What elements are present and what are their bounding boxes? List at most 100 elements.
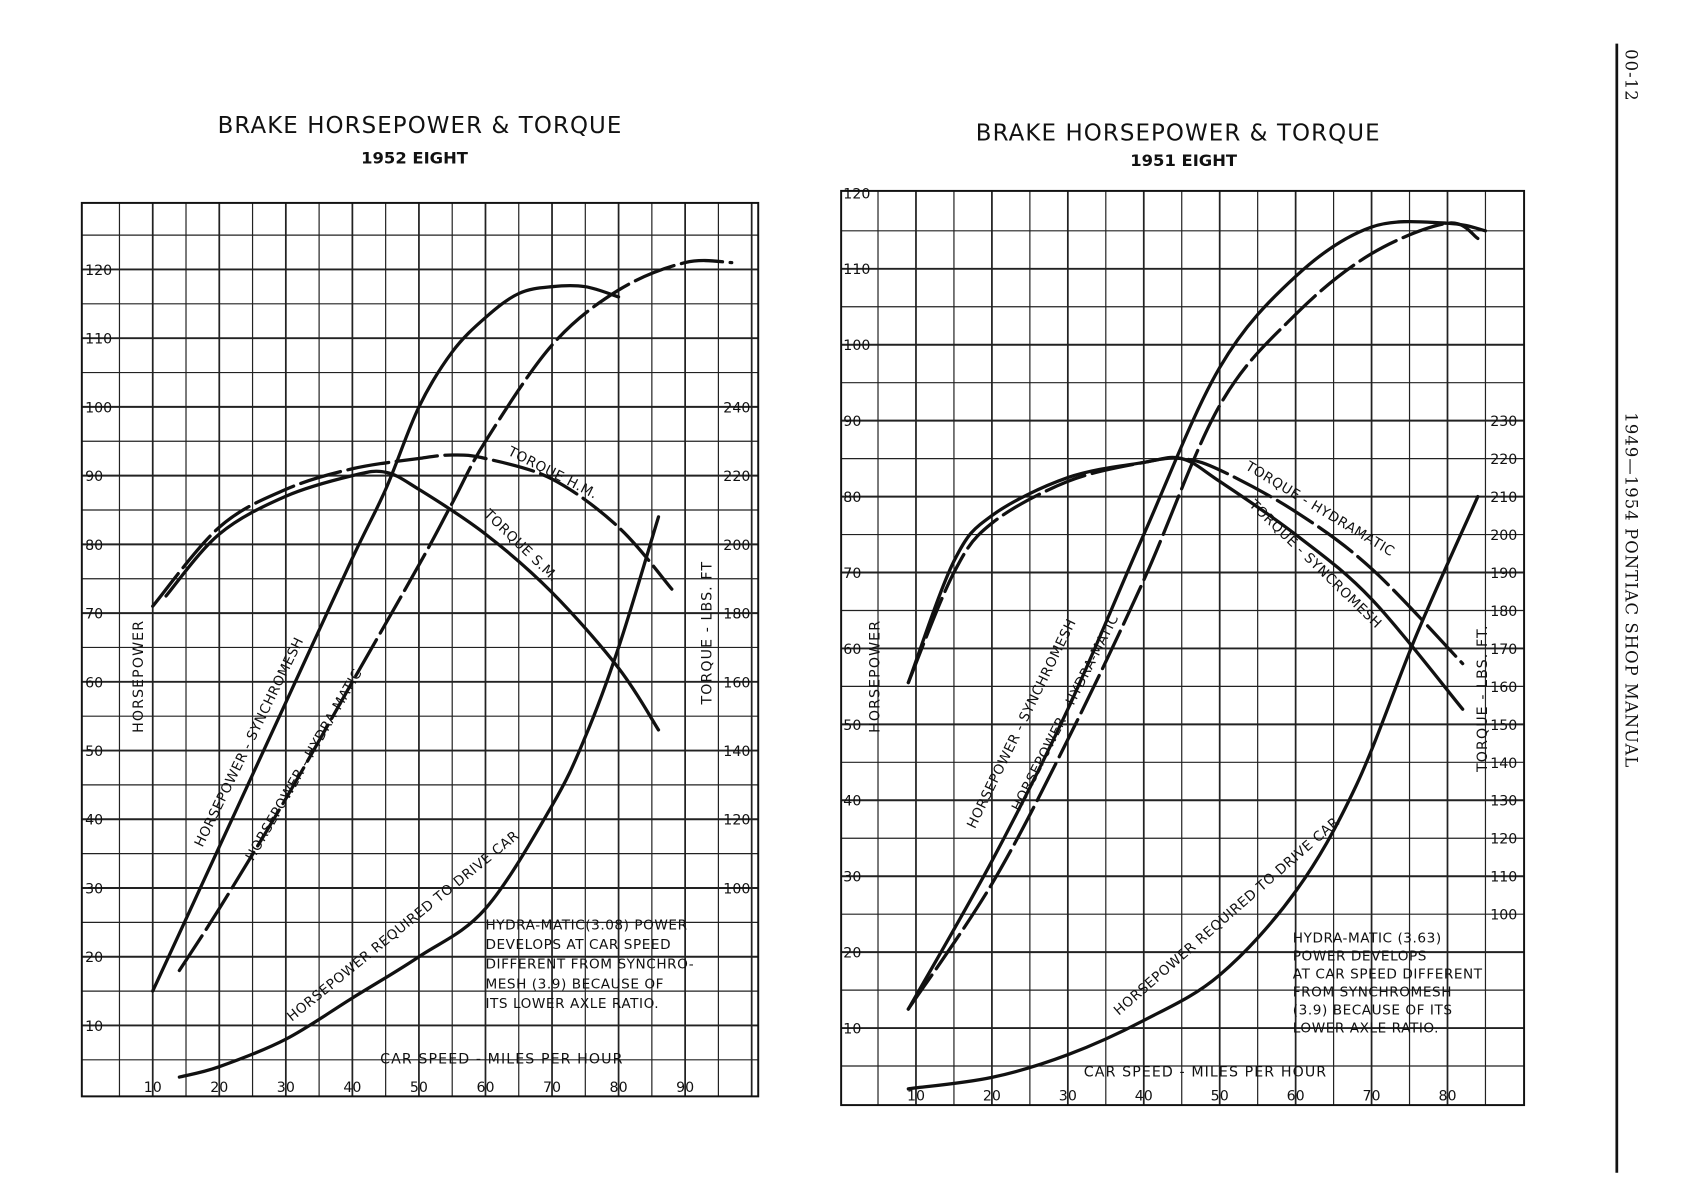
chart-subtitle: 1951 EIGHT bbox=[1130, 151, 1238, 170]
y-tick-label: 10 bbox=[85, 1019, 103, 1035]
x-tick-label: 20 bbox=[983, 1089, 1001, 1105]
series-line-horsepower-hydra-matic bbox=[177, 258, 734, 973]
y-tick-label: 120 bbox=[85, 263, 112, 279]
y-tick-label: 60 bbox=[843, 642, 861, 658]
annotation-line: FROM SYNCHROMESH bbox=[1293, 985, 1452, 1001]
annotation-line: AT CAR SPEED DIFFERENT bbox=[1293, 967, 1483, 983]
y-tick-label: 20 bbox=[843, 946, 861, 962]
annotation-line: HYDRA-MATIC (3.63) bbox=[1293, 931, 1442, 947]
annotation-line: DIFFERENT FROM SYNCHRO- bbox=[485, 957, 694, 973]
page-number: 00-12 bbox=[1622, 49, 1641, 102]
tick-labels: 10 20 30 40 50 60 70 80 10 20 30 40 50 60 70 80 90 100 110… bbox=[843, 186, 1517, 1104]
running-title: 1949—1954 PONTIAC SHOP MANUAL bbox=[1622, 412, 1641, 768]
annotation-line: MESH (3.9) BECAUSE OF bbox=[485, 976, 664, 992]
series-line-horsepower-synchromesh bbox=[906, 219, 1488, 1011]
curves bbox=[906, 219, 1488, 1091]
y2-tick-label: 140 bbox=[723, 744, 750, 760]
y2-tick-label: 170 bbox=[1490, 642, 1517, 658]
plot-frame bbox=[80, 201, 760, 1098]
y2-axis-label: TORQUE - LBS. FT bbox=[699, 561, 715, 706]
y-tick-label: 30 bbox=[85, 881, 103, 897]
annotation-line: LOWER AXLE RATIO. bbox=[1293, 1021, 1439, 1037]
y2-tick-label: 190 bbox=[1490, 566, 1517, 582]
annotation-line: POWER DEVELOPS bbox=[1293, 949, 1427, 965]
annotation-line: ITS LOWER AXLE RATIO. bbox=[485, 996, 659, 1012]
y2-tick-label: 150 bbox=[1490, 718, 1517, 734]
x-tick-label: 80 bbox=[1438, 1089, 1456, 1105]
y-tick-label: 110 bbox=[843, 262, 870, 278]
curve-label-torque-syncromesh: TORQUE - SYNCROMESH bbox=[1245, 496, 1385, 632]
y2-tick-label: 180 bbox=[1490, 604, 1517, 620]
y-tick-label: 50 bbox=[85, 744, 103, 760]
plot-frame bbox=[840, 189, 1526, 1107]
y-tick-label: 90 bbox=[85, 469, 103, 485]
annotation-line: DEVELOPS AT CAR SPEED bbox=[485, 937, 671, 953]
y2-tick-label: 230 bbox=[1490, 414, 1517, 430]
y-tick-label: 10 bbox=[843, 1022, 861, 1038]
y-tick-label: 20 bbox=[85, 950, 103, 966]
y-tick-label: 60 bbox=[85, 675, 103, 691]
series-line-horsepower-required-to-drive-car bbox=[177, 515, 661, 1079]
y2-tick-label: 220 bbox=[1490, 452, 1517, 468]
y-tick-label: 70 bbox=[843, 566, 861, 582]
x-tick-label: 60 bbox=[1287, 1089, 1305, 1105]
chart-1951-eight: BRAKE HORSEPOWER & TORQUE 1951 EIGHT 10 2… bbox=[840, 121, 1526, 1107]
tick-labels: 10 20 30 40 50 60 70 80 90 10 20 30 40 50 60 70 80 90 100 1… bbox=[85, 263, 750, 1096]
x-tick-label: 90 bbox=[676, 1080, 694, 1096]
y2-tick-label: 100 bbox=[723, 881, 750, 897]
x-tick-label: 50 bbox=[410, 1080, 428, 1096]
y-tick-label: 50 bbox=[843, 718, 861, 734]
annotation-line: (3.9) BECAUSE OF ITS bbox=[1293, 1003, 1453, 1019]
annotation: HYDRA-MATIC(3.08) POWER DEVELOPS AT CAR S… bbox=[485, 917, 694, 1012]
y2-axis-label: TORQUE - LBS. FT. bbox=[1475, 624, 1491, 773]
x-tick-label: 40 bbox=[1135, 1089, 1153, 1105]
series-line-horsepower-hydra-matic bbox=[906, 221, 1480, 1011]
y-tick-label: 100 bbox=[85, 400, 112, 416]
y2-tick-label: 140 bbox=[1490, 756, 1517, 772]
x-tick-label: 70 bbox=[543, 1080, 561, 1096]
x-tick-label: 60 bbox=[476, 1080, 494, 1096]
y2-tick-label: 160 bbox=[1490, 680, 1517, 696]
annotation-line: HYDRA-MATIC(3.08) POWER bbox=[485, 917, 687, 933]
curve-label-hp-synchromesh: HORSEPOWER - SYNCHROMESH bbox=[192, 635, 308, 850]
y2-tick-label: 120 bbox=[1490, 832, 1517, 848]
x-tick-label: 10 bbox=[144, 1080, 162, 1096]
chart-subtitle: 1952 EIGHT bbox=[361, 149, 469, 168]
chart-title: BRAKE HORSEPOWER & TORQUE bbox=[218, 113, 623, 139]
x-tick-label: 20 bbox=[210, 1080, 228, 1096]
chart-1952-eight: BRAKE HORSEPOWER & TORQUE 1952 EIGHT 10 2… bbox=[80, 113, 760, 1098]
chart-title: BRAKE HORSEPOWER & TORQUE bbox=[976, 121, 1381, 147]
y2-tick-label: 180 bbox=[723, 607, 750, 623]
x-axis-label: CAR SPEED - MILES PER HOUR bbox=[1084, 1065, 1327, 1081]
y2-tick-label: 200 bbox=[723, 538, 750, 554]
y2-tick-label: 220 bbox=[723, 469, 750, 485]
y-tick-label: 30 bbox=[843, 870, 861, 886]
x-tick-label: 70 bbox=[1363, 1089, 1381, 1105]
y-tick-label: 80 bbox=[85, 538, 103, 554]
x-tick-label: 30 bbox=[1059, 1089, 1077, 1105]
annotation: HYDRA-MATIC (3.63) POWER DEVELOPS AT CAR S… bbox=[1293, 931, 1483, 1037]
series-line-torque-s-m bbox=[164, 469, 661, 732]
curve-label-hp-hydramatic: HORSEPOWER - HYDRA-MATIC bbox=[243, 666, 366, 863]
x-tick-label: 40 bbox=[343, 1080, 361, 1096]
series-line-horsepower-synchromesh bbox=[151, 283, 621, 993]
x-tick-label: 30 bbox=[277, 1080, 295, 1096]
curve-label-torque-sm: TORQUE S.M. bbox=[480, 506, 562, 586]
y-tick-label: 90 bbox=[843, 414, 861, 430]
y2-tick-label: 110 bbox=[1490, 870, 1517, 886]
y2-tick-label: 160 bbox=[723, 675, 750, 691]
x-tick-label: 50 bbox=[1211, 1089, 1229, 1105]
y2-tick-label: 240 bbox=[723, 400, 750, 416]
y2-tick-label: 120 bbox=[723, 813, 750, 829]
y2-tick-label: 100 bbox=[1490, 908, 1517, 924]
x-tick-label: 10 bbox=[907, 1089, 925, 1105]
y-tick-label: 100 bbox=[843, 338, 870, 354]
x-axis-label: CAR SPEED - MILES PER HOUR bbox=[380, 1052, 623, 1068]
y-tick-label: 120 bbox=[843, 186, 870, 202]
y2-tick-label: 210 bbox=[1490, 490, 1517, 506]
y-tick-label: 80 bbox=[843, 490, 861, 506]
y-axis-label: HORSEPOWER bbox=[131, 620, 147, 733]
y-tick-label: 40 bbox=[843, 794, 861, 810]
y-tick-label: 70 bbox=[85, 607, 103, 623]
